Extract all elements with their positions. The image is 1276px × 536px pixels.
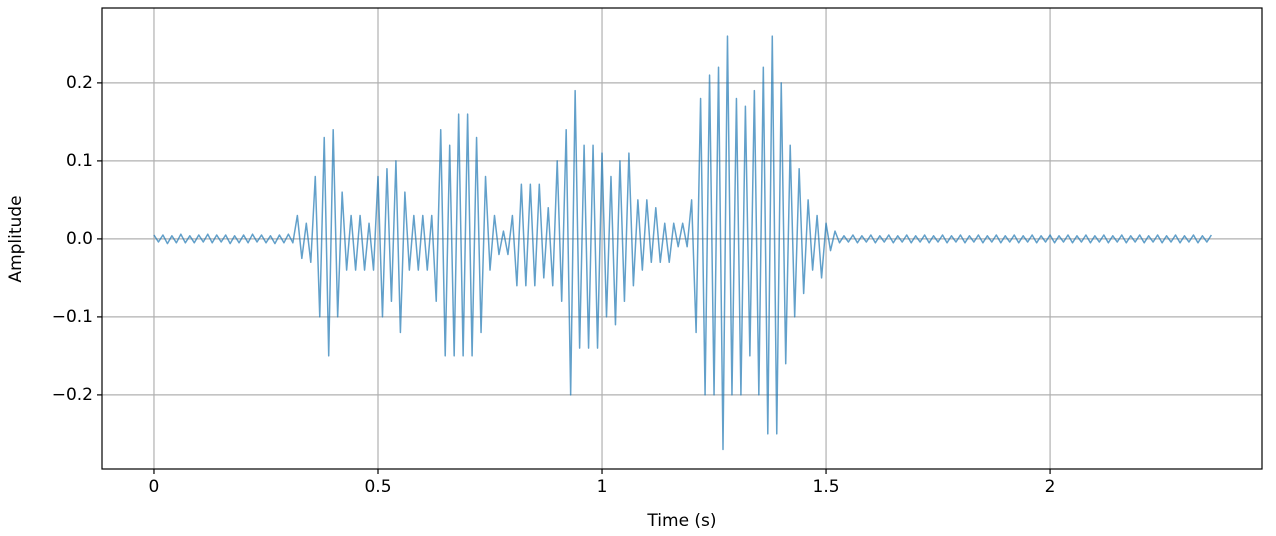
x-axis-label: Time (s) (646, 511, 716, 531)
x-tick-label: 0 (149, 477, 160, 497)
y-axis-label: Amplitude (6, 195, 26, 282)
x-tick-label: 1.5 (813, 477, 840, 497)
x-tick-label: 2 (1045, 477, 1056, 497)
y-tick-label: −0.1 (52, 307, 93, 327)
plot-frame (101, 7, 1263, 470)
y-tick-label: 0.0 (66, 229, 93, 249)
y-tick-label: 0.1 (66, 151, 93, 171)
y-tick-label: −0.2 (52, 385, 93, 405)
x-tick-label: 0.5 (364, 477, 391, 497)
y-tick-label: 0.2 (66, 73, 93, 93)
x-tick-label: 1 (597, 477, 608, 497)
waveform (153, 35, 1213, 451)
